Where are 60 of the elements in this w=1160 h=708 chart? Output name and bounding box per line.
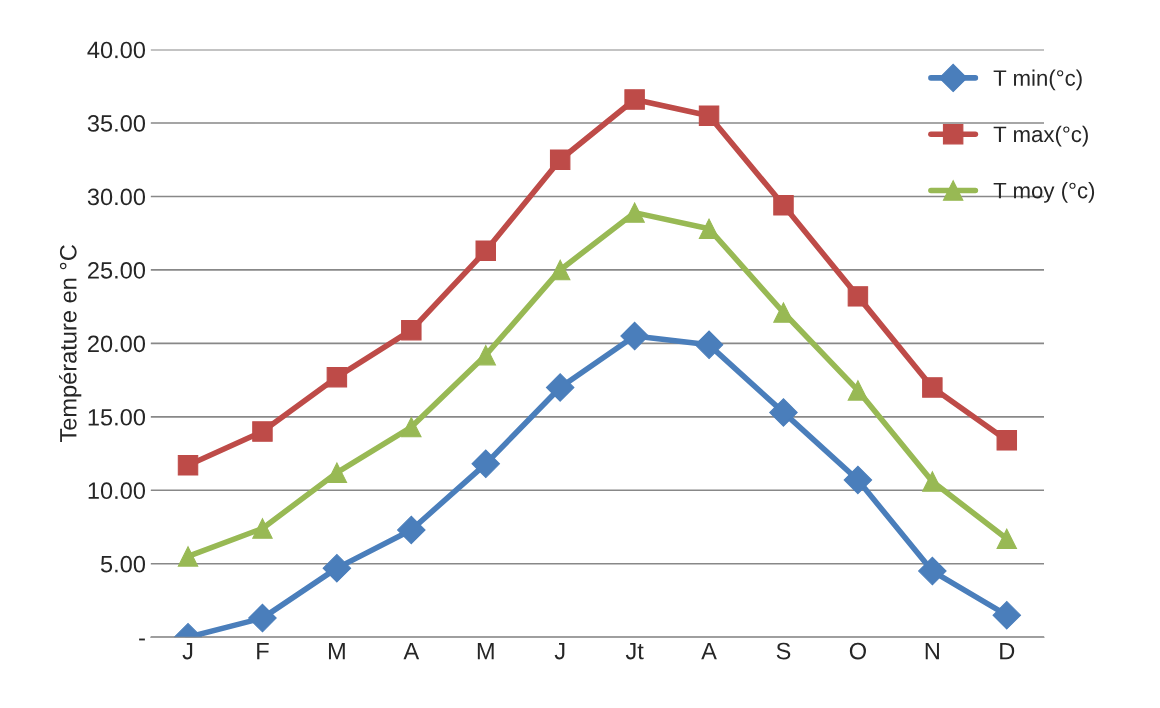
point	[773, 302, 794, 323]
point	[397, 515, 426, 545]
x-tick-label: S	[776, 642, 791, 660]
x-tick-label: N	[925, 642, 939, 660]
y-tick-label: 5.00	[100, 555, 146, 573]
point	[248, 603, 277, 633]
point	[843, 465, 873, 495]
point	[773, 195, 794, 216]
point	[177, 546, 199, 567]
x-tick-label: D	[1000, 642, 1015, 660]
point	[471, 449, 501, 479]
point	[549, 259, 571, 281]
point	[996, 528, 1018, 550]
point	[545, 373, 575, 402]
legend-label: T moy (°c)	[993, 182, 1095, 203]
x-tick-label: F	[257, 642, 269, 660]
point	[322, 553, 352, 583]
point	[698, 218, 720, 240]
y-tick-label: 10.00	[88, 482, 146, 500]
legend-label: T max(°c)	[993, 125, 1088, 147]
y-tick-label: 40.00	[87, 41, 146, 59]
point	[401, 319, 422, 341]
point	[694, 330, 724, 360]
y-tick-label: 15.00	[88, 408, 146, 426]
point	[549, 149, 571, 170]
x-tick-label: M	[328, 642, 345, 660]
point	[326, 366, 348, 388]
y-tick-label: 25.00	[88, 261, 146, 279]
x-tick-label: A	[403, 642, 420, 660]
point	[847, 380, 869, 401]
y-tick-label: 20.00	[88, 335, 146, 353]
point	[992, 600, 1022, 630]
point	[624, 202, 645, 223]
point	[996, 430, 1018, 451]
x-tick-label: A	[701, 642, 717, 660]
x-tick-label: J	[182, 642, 193, 660]
point	[922, 377, 943, 398]
point	[326, 462, 348, 483]
point	[252, 421, 273, 442]
point	[698, 105, 720, 126]
y-axis-title: Température en °C	[59, 245, 82, 443]
x-tick-label: Jt	[625, 642, 644, 660]
point	[401, 416, 422, 438]
point	[177, 455, 199, 476]
y-tick-label: -	[139, 638, 145, 641]
point	[847, 286, 869, 307]
x-tick-label: J	[554, 642, 565, 660]
point	[475, 240, 496, 262]
point	[918, 556, 947, 586]
point	[922, 471, 943, 492]
point	[624, 89, 645, 110]
point	[252, 518, 273, 539]
y-tick-label: 30.00	[87, 188, 146, 206]
y-tick-label: 35.00	[87, 115, 146, 132]
point	[475, 344, 496, 366]
x-tick-label: O	[849, 642, 866, 660]
legend-label: T min(°c)	[993, 69, 1082, 91]
x-tick-label: M	[477, 642, 494, 660]
point	[769, 398, 798, 427]
point	[620, 321, 649, 351]
